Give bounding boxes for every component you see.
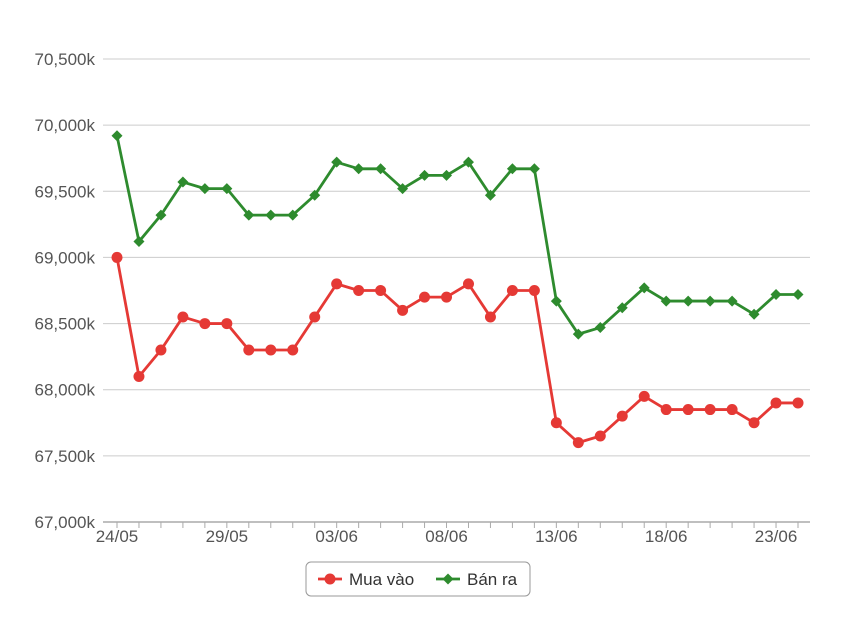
y-tick-label: 68,500k (35, 315, 96, 334)
data-point[interactable] (638, 282, 650, 294)
data-point[interactable] (484, 189, 496, 201)
data-point[interactable] (682, 404, 694, 416)
data-point[interactable] (375, 285, 387, 296)
data-point[interactable] (638, 390, 650, 402)
data-point[interactable] (572, 328, 584, 340)
data-point[interactable] (331, 156, 343, 168)
data-point[interactable] (726, 404, 738, 416)
data-point[interactable] (528, 285, 540, 296)
grid (103, 58, 810, 457)
data-point[interactable] (792, 288, 804, 300)
data-point[interactable] (594, 430, 606, 442)
data-point[interactable] (770, 397, 782, 409)
data-point[interactable] (660, 295, 672, 307)
y-tick-label: 69,500k (35, 182, 96, 201)
data-point[interactable] (331, 278, 343, 290)
x-tick-label: 23/06 (755, 527, 798, 546)
y-tick-label: 67,500k (35, 447, 96, 466)
x-axis (103, 521, 810, 528)
data-point[interactable] (748, 308, 760, 320)
data-point[interactable] (287, 209, 299, 221)
legend-label[interactable]: Bán ra (467, 570, 518, 589)
data-point[interactable] (133, 370, 145, 382)
x-tick-label: 08/06 (425, 527, 468, 546)
data-point[interactable] (221, 318, 233, 330)
data-point[interactable] (221, 183, 233, 195)
data-point[interactable] (484, 311, 496, 323)
series (111, 130, 804, 449)
data-point[interactable] (397, 304, 409, 316)
data-point[interactable] (265, 344, 277, 356)
data-point[interactable] (155, 209, 167, 221)
x-tick-label: 29/05 (206, 527, 249, 546)
data-point[interactable] (133, 236, 145, 248)
data-point[interactable] (550, 295, 562, 307)
x-axis-labels: 24/05 29/05 03/06 08/06 13/06 18/06 23/06 (96, 527, 798, 546)
data-point[interactable] (111, 251, 123, 263)
data-point[interactable] (309, 189, 321, 201)
legend-box (305, 561, 531, 597)
x-tick-label: 03/06 (315, 527, 358, 546)
data-point[interactable] (726, 295, 738, 307)
data-point[interactable] (155, 344, 167, 356)
y-tick-label: 70,000k (35, 116, 96, 135)
y-tick-label: 69,000k (35, 248, 96, 267)
data-point[interactable] (287, 344, 299, 356)
data-point[interactable] (441, 291, 453, 303)
data-point[interactable] (770, 288, 782, 300)
data-point[interactable] (704, 404, 716, 416)
legend[interactable]: Mua vào Bán ra (305, 561, 531, 597)
data-point[interactable] (353, 163, 365, 175)
data-point[interactable] (792, 397, 804, 409)
data-point[interactable] (704, 295, 716, 307)
data-point[interactable] (265, 209, 277, 221)
x-tick-label: 13/06 (535, 527, 578, 546)
data-point[interactable] (528, 163, 540, 175)
data-point[interactable] (550, 417, 562, 429)
data-point[interactable] (441, 169, 453, 181)
diamond-marker-icon (442, 573, 454, 585)
data-point[interactable] (353, 285, 365, 296)
data-point[interactable] (682, 295, 694, 307)
data-point[interactable] (111, 130, 123, 142)
circle-marker-icon (324, 573, 336, 585)
data-point[interactable] (462, 278, 474, 290)
data-point[interactable] (462, 156, 474, 168)
data-point[interactable] (419, 169, 431, 181)
data-point[interactable] (594, 322, 606, 334)
data-point[interactable] (375, 163, 387, 175)
data-point[interactable] (199, 183, 211, 195)
y-axis: 67,000k 67,500k 68,000k 68,500k 69,000k 69,50… (35, 50, 96, 532)
data-point[interactable] (616, 302, 628, 314)
data-point[interactable] (397, 183, 409, 195)
series-line-2 (115, 135, 798, 336)
data-point[interactable] (572, 437, 584, 449)
data-point[interactable] (419, 291, 431, 303)
y-tick-label: 67,000k (35, 513, 96, 532)
data-point[interactable] (177, 311, 189, 323)
data-point[interactable] (506, 163, 518, 175)
data-point[interactable] (616, 410, 628, 422)
data-point[interactable] (243, 209, 255, 221)
y-tick-label: 70,500k (35, 50, 96, 69)
data-point[interactable] (506, 285, 518, 296)
x-tick-label: 18/06 (645, 527, 688, 546)
data-point[interactable] (243, 344, 255, 356)
series-line-1 (115, 257, 798, 445)
legend-label[interactable]: Mua vào (349, 570, 414, 589)
data-point[interactable] (660, 404, 672, 416)
data-point[interactable] (199, 318, 211, 330)
data-point[interactable] (748, 417, 760, 429)
x-tick-label: 24/05 (96, 527, 139, 546)
y-tick-label: 68,000k (35, 381, 96, 400)
data-point[interactable] (177, 176, 189, 188)
data-point[interactable] (309, 311, 321, 323)
